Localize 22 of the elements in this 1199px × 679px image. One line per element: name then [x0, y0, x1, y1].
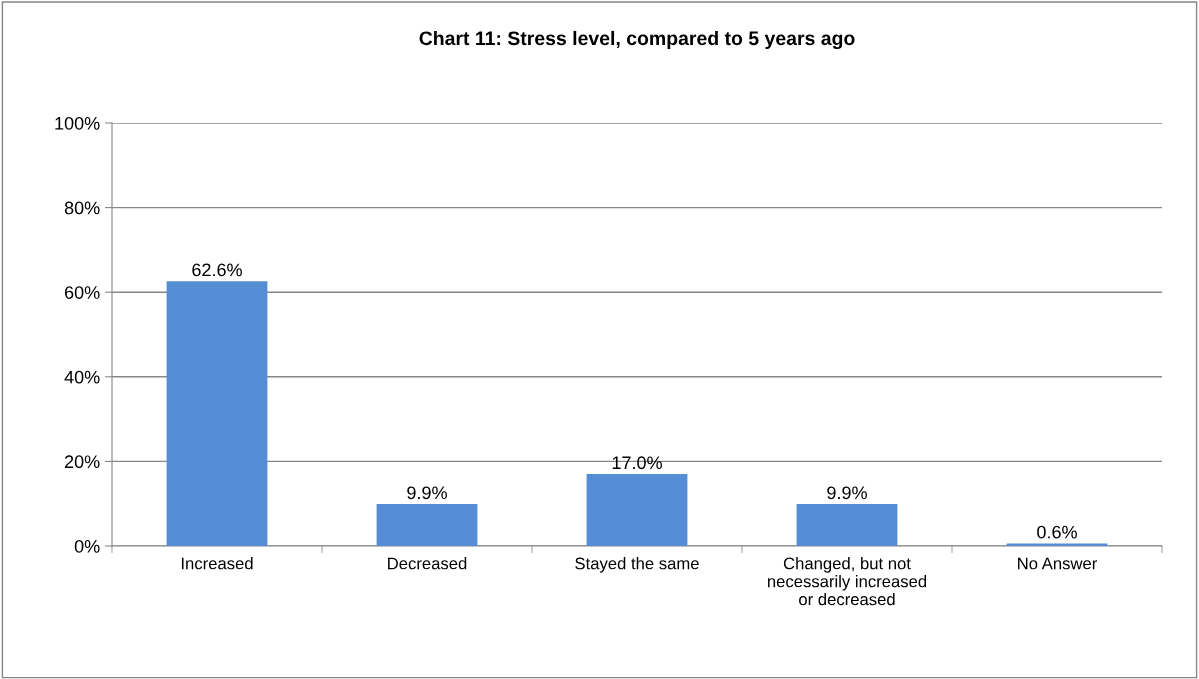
y-tick-label: 0% [74, 539, 100, 553]
data-label: 9.9% [407, 486, 447, 500]
y-tick-label: 40% [64, 370, 100, 384]
chart-title: Chart 11: Stress level, compared to 5 years ago [419, 30, 855, 50]
y-tick-label: 80% [64, 201, 100, 215]
y-tick-label: 20% [64, 455, 100, 469]
x-tick-label: Stayed the same [575, 557, 699, 573]
bar [1006, 543, 1108, 546]
data-label: 17.0% [612, 456, 662, 470]
x-tick-label: Decreased [388, 557, 467, 570]
bar [586, 474, 688, 546]
x-tick-label: Increased [181, 557, 253, 570]
x-tick-label: No Answer [1018, 557, 1098, 570]
data-label: 62.6% [192, 263, 242, 277]
bar [166, 281, 268, 546]
y-tick-label: 100% [55, 116, 100, 130]
data-label: 0.6% [1037, 525, 1077, 539]
bar [796, 504, 898, 546]
data-label: 9.9% [827, 486, 867, 500]
y-tick-label: 60% [64, 286, 100, 299]
x-tick-label: Changed, but not necessarily increased or decreased [767, 557, 927, 606]
bar [376, 504, 478, 546]
